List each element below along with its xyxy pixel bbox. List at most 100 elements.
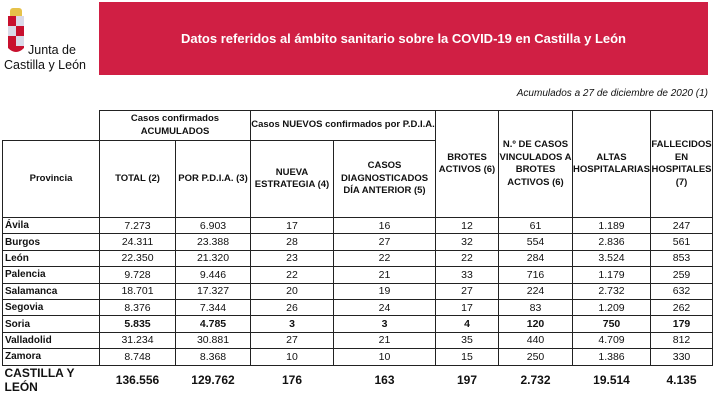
value-cell: 30.881 [175, 331, 251, 350]
province-cell: León [2, 249, 100, 268]
value-cell: 129.762 [191, 372, 235, 387]
value-cell: 284 [498, 249, 573, 268]
value-cell: 22.350 [99, 249, 176, 268]
value-cell: 27 [250, 331, 334, 350]
value-cell: 22 [333, 249, 436, 268]
covid-data-table: Casos confirmados ACUMULADOS Casos NUEVO… [2, 110, 713, 394]
value-cell: 27 [333, 233, 436, 251]
value-cell: 224 [498, 282, 573, 300]
value-cell: 247 [650, 216, 713, 235]
title-banner: Datos referidos al ámbito sanitario sobr… [99, 2, 708, 75]
logo-text-line1: Junta de [28, 43, 76, 57]
col-header: CASOS DIAGNOSTICADOS DÍA ANTERIOR (5) [333, 140, 436, 218]
value-cell: 1.189 [572, 216, 651, 235]
value-cell: 21.320 [175, 249, 251, 268]
col-header: BROTES ACTIVOS (6) [435, 110, 499, 218]
col-header: FALLECIDOS EN HOSPITALES (7) [650, 110, 713, 218]
value-cell: 24.311 [99, 233, 176, 251]
value-cell: 3 [250, 315, 334, 333]
value-cell: 61 [498, 216, 573, 235]
value-cell: 27 [435, 282, 499, 300]
value-cell: 12 [435, 216, 499, 235]
value-cell: 6.903 [175, 216, 251, 235]
value-cell: 8.376 [99, 298, 176, 317]
value-cell: 136.556 [115, 372, 160, 387]
table-row: Zamora 8.748 8.368 10 10 15 250 1.386 330 [2, 348, 713, 366]
value-cell: 4.135 [666, 372, 697, 387]
value-cell: 15 [435, 348, 499, 366]
value-cell: 22 [250, 266, 334, 284]
value-cell: 83 [498, 298, 573, 317]
value-cell: 812 [650, 331, 713, 350]
value-cell: 250 [498, 348, 573, 366]
table-row: Palencia 9.728 9.446 22 21 33 716 1.179 259 [2, 266, 713, 284]
col-header: TOTAL (2) [99, 140, 176, 218]
value-cell: 120 [498, 315, 573, 333]
value-cell: 21 [333, 331, 436, 350]
value-cell: 18.701 [99, 282, 176, 300]
col-header: ALTAS HOSPITALARIAS [572, 110, 651, 218]
value-cell: 26 [250, 298, 334, 317]
table-row: Burgos 24.311 23.388 28 27 32 554 2.836 561 [2, 233, 713, 251]
table-row: Soria 5.835 4.785 3 3 4 120 750 179 [2, 315, 713, 333]
value-cell: 10 [333, 348, 436, 366]
coat-of-arms-icon [8, 16, 24, 52]
value-cell: 853 [650, 249, 713, 268]
value-cell: 259 [650, 266, 713, 284]
value-cell: 9.728 [99, 266, 176, 284]
table-row: Valladolid 31.234 30.881 27 21 35 440 4.709 812 [2, 331, 713, 350]
page-title: Datos referidos al ámbito sanitario sobr… [180, 31, 626, 46]
value-cell: 8.748 [99, 348, 176, 366]
value-cell: 176 [281, 372, 303, 387]
value-cell: 262 [650, 298, 713, 317]
junta-logo: Junta de Castilla y León [4, 6, 96, 76]
value-cell: 7.344 [175, 298, 251, 317]
value-cell: 716 [498, 266, 573, 284]
value-cell: 3 [333, 315, 436, 333]
value-cell: 35 [435, 331, 499, 350]
value-cell: 554 [498, 233, 573, 251]
crown-icon [10, 8, 22, 16]
table-row: Segovia 8.376 7.344 26 24 17 83 1.209 262 [2, 298, 713, 317]
value-cell: 4 [435, 315, 499, 333]
value-cell: 179 [650, 315, 713, 333]
value-cell: 10 [250, 348, 334, 366]
table-row: Ávila 7.273 6.903 17 16 12 61 1.189 247 [2, 216, 713, 235]
value-cell: 5.835 [99, 315, 176, 333]
value-cell: 750 [572, 315, 651, 333]
value-cell: 632 [650, 282, 713, 300]
value-cell: 7.273 [99, 216, 176, 235]
province-cell: Soria [2, 315, 100, 333]
col-header: N.º DE CASOS VINCULADOS A BROTES ACTIVOS… [498, 110, 573, 218]
table-row: Salamanca 18.701 17.327 20 19 27 224 2.732 632 [2, 282, 713, 300]
province-cell: Palencia [2, 266, 100, 284]
value-cell: 33 [435, 266, 499, 284]
group-header-nuevos: Casos NUEVOS confirmados por P.D.I.A. [250, 110, 436, 141]
value-cell: 1.209 [572, 298, 651, 317]
value-cell: 17 [435, 298, 499, 317]
value-cell: 28 [250, 233, 334, 251]
total-row: CASTILLA Y LEÓN 136.556 129.762 176 163 197 2.… [3, 365, 713, 394]
value-cell: 23.388 [175, 233, 251, 251]
value-cell: 8.368 [175, 348, 251, 366]
value-cell: 2.732 [520, 372, 551, 387]
province-cell: Burgos [2, 233, 100, 251]
logo-text-line2: Castilla y León [4, 58, 86, 72]
group-header-acumulados: Casos confirmados ACUMULADOS [99, 110, 251, 141]
province-cell: Salamanca [2, 282, 100, 300]
value-cell: 16 [333, 216, 436, 235]
value-cell: 32 [435, 233, 499, 251]
value-cell: 19.514 [593, 372, 630, 387]
province-cell: Zamora [2, 348, 100, 366]
value-cell: 17.327 [175, 282, 251, 300]
value-cell: 197 [456, 372, 478, 387]
col-header: POR P.D.I.A. (3) [175, 140, 251, 218]
value-cell: 1.179 [572, 266, 651, 284]
province-cell: Segovia [2, 298, 100, 317]
value-cell: 17 [250, 216, 334, 235]
value-cell: 9.446 [175, 266, 251, 284]
value-cell: 23 [250, 249, 334, 268]
value-cell: 21 [333, 266, 436, 284]
table-row: León 22.350 21.320 23 22 22 284 3.524 853 [2, 249, 713, 268]
value-cell: 20 [250, 282, 334, 300]
